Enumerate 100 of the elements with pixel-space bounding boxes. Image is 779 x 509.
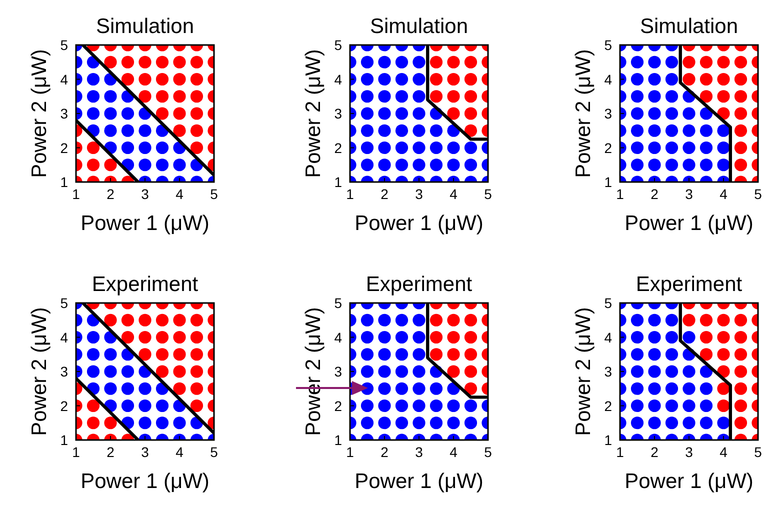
point <box>447 56 460 68</box>
point <box>700 382 713 395</box>
point <box>360 158 374 172</box>
x-axis-title: Power 1 (μW) <box>624 470 754 493</box>
point <box>412 399 426 412</box>
y-axis-title: Power 2 (μW) <box>302 49 325 178</box>
point <box>121 124 134 137</box>
point <box>734 158 748 172</box>
point <box>412 314 426 326</box>
x-tick-label: 4 <box>450 186 458 202</box>
point <box>648 348 661 361</box>
point <box>173 365 186 378</box>
point <box>447 90 460 103</box>
point <box>360 416 374 430</box>
point <box>700 72 713 86</box>
y-tick-label: 3 <box>334 106 342 122</box>
point <box>395 141 408 154</box>
point <box>86 330 100 344</box>
point <box>717 72 730 86</box>
point <box>173 56 186 68</box>
x-tick-label: 4 <box>450 444 458 460</box>
x-axis-title: Power 1 (μW) <box>354 470 484 493</box>
point <box>682 399 696 412</box>
point <box>156 141 169 154</box>
y-tick-label: 4 <box>60 71 68 88</box>
point <box>648 314 661 326</box>
point <box>173 330 186 344</box>
point <box>138 330 152 344</box>
point <box>395 348 408 361</box>
point <box>630 124 644 137</box>
point <box>121 72 134 86</box>
point <box>430 314 443 326</box>
x-tick-label: 5 <box>754 186 762 202</box>
point <box>121 382 134 395</box>
point <box>700 124 713 137</box>
point <box>86 72 100 86</box>
point <box>378 314 391 326</box>
point <box>464 399 478 412</box>
point <box>360 141 374 154</box>
point <box>104 56 117 68</box>
point <box>104 158 117 172</box>
point <box>395 330 408 344</box>
chart-title: Experiment <box>636 273 742 296</box>
point <box>464 56 478 68</box>
point <box>121 399 134 412</box>
point <box>412 72 426 86</box>
point <box>395 399 408 412</box>
point <box>447 399 460 412</box>
point <box>360 90 374 103</box>
point <box>104 416 117 430</box>
point <box>464 158 478 172</box>
point <box>717 90 730 103</box>
point <box>682 416 696 430</box>
point <box>648 399 661 412</box>
point <box>700 141 713 154</box>
x-tick-label: 2 <box>650 186 659 202</box>
x-tick-label: 1 <box>72 186 80 202</box>
y-tick-label: 3 <box>604 106 612 122</box>
y-tick-label: 2 <box>60 398 68 414</box>
point <box>138 348 152 361</box>
point <box>138 382 152 395</box>
point <box>156 330 169 344</box>
point <box>665 90 678 103</box>
point <box>464 314 478 326</box>
point <box>717 399 730 412</box>
point <box>630 348 644 361</box>
point <box>190 72 204 86</box>
point <box>630 330 644 344</box>
point <box>734 416 748 430</box>
point <box>734 399 748 412</box>
point <box>156 365 169 378</box>
point <box>395 72 408 86</box>
point <box>86 399 100 412</box>
point <box>173 72 186 86</box>
point <box>156 107 169 120</box>
point <box>464 72 478 86</box>
x-tick-label: 1 <box>616 186 624 202</box>
y-tick-label: 1 <box>334 174 342 190</box>
point <box>430 348 443 361</box>
point <box>190 348 204 361</box>
point <box>86 158 100 172</box>
point <box>138 124 152 137</box>
y-tick-label: 2 <box>60 140 68 156</box>
point <box>86 107 100 120</box>
y-axis-title: Power 2 (μW) <box>302 307 325 436</box>
point <box>682 365 696 378</box>
point <box>395 416 408 430</box>
point <box>412 90 426 103</box>
point <box>173 107 186 120</box>
point <box>156 314 169 326</box>
x-tick-label: 4 <box>176 444 184 460</box>
x-tick-label: 3 <box>141 186 150 202</box>
point <box>190 124 204 137</box>
point <box>447 72 460 86</box>
point <box>412 348 426 361</box>
point <box>682 56 696 68</box>
point <box>412 330 426 344</box>
point <box>395 314 408 326</box>
point <box>190 382 204 395</box>
point <box>121 314 134 326</box>
